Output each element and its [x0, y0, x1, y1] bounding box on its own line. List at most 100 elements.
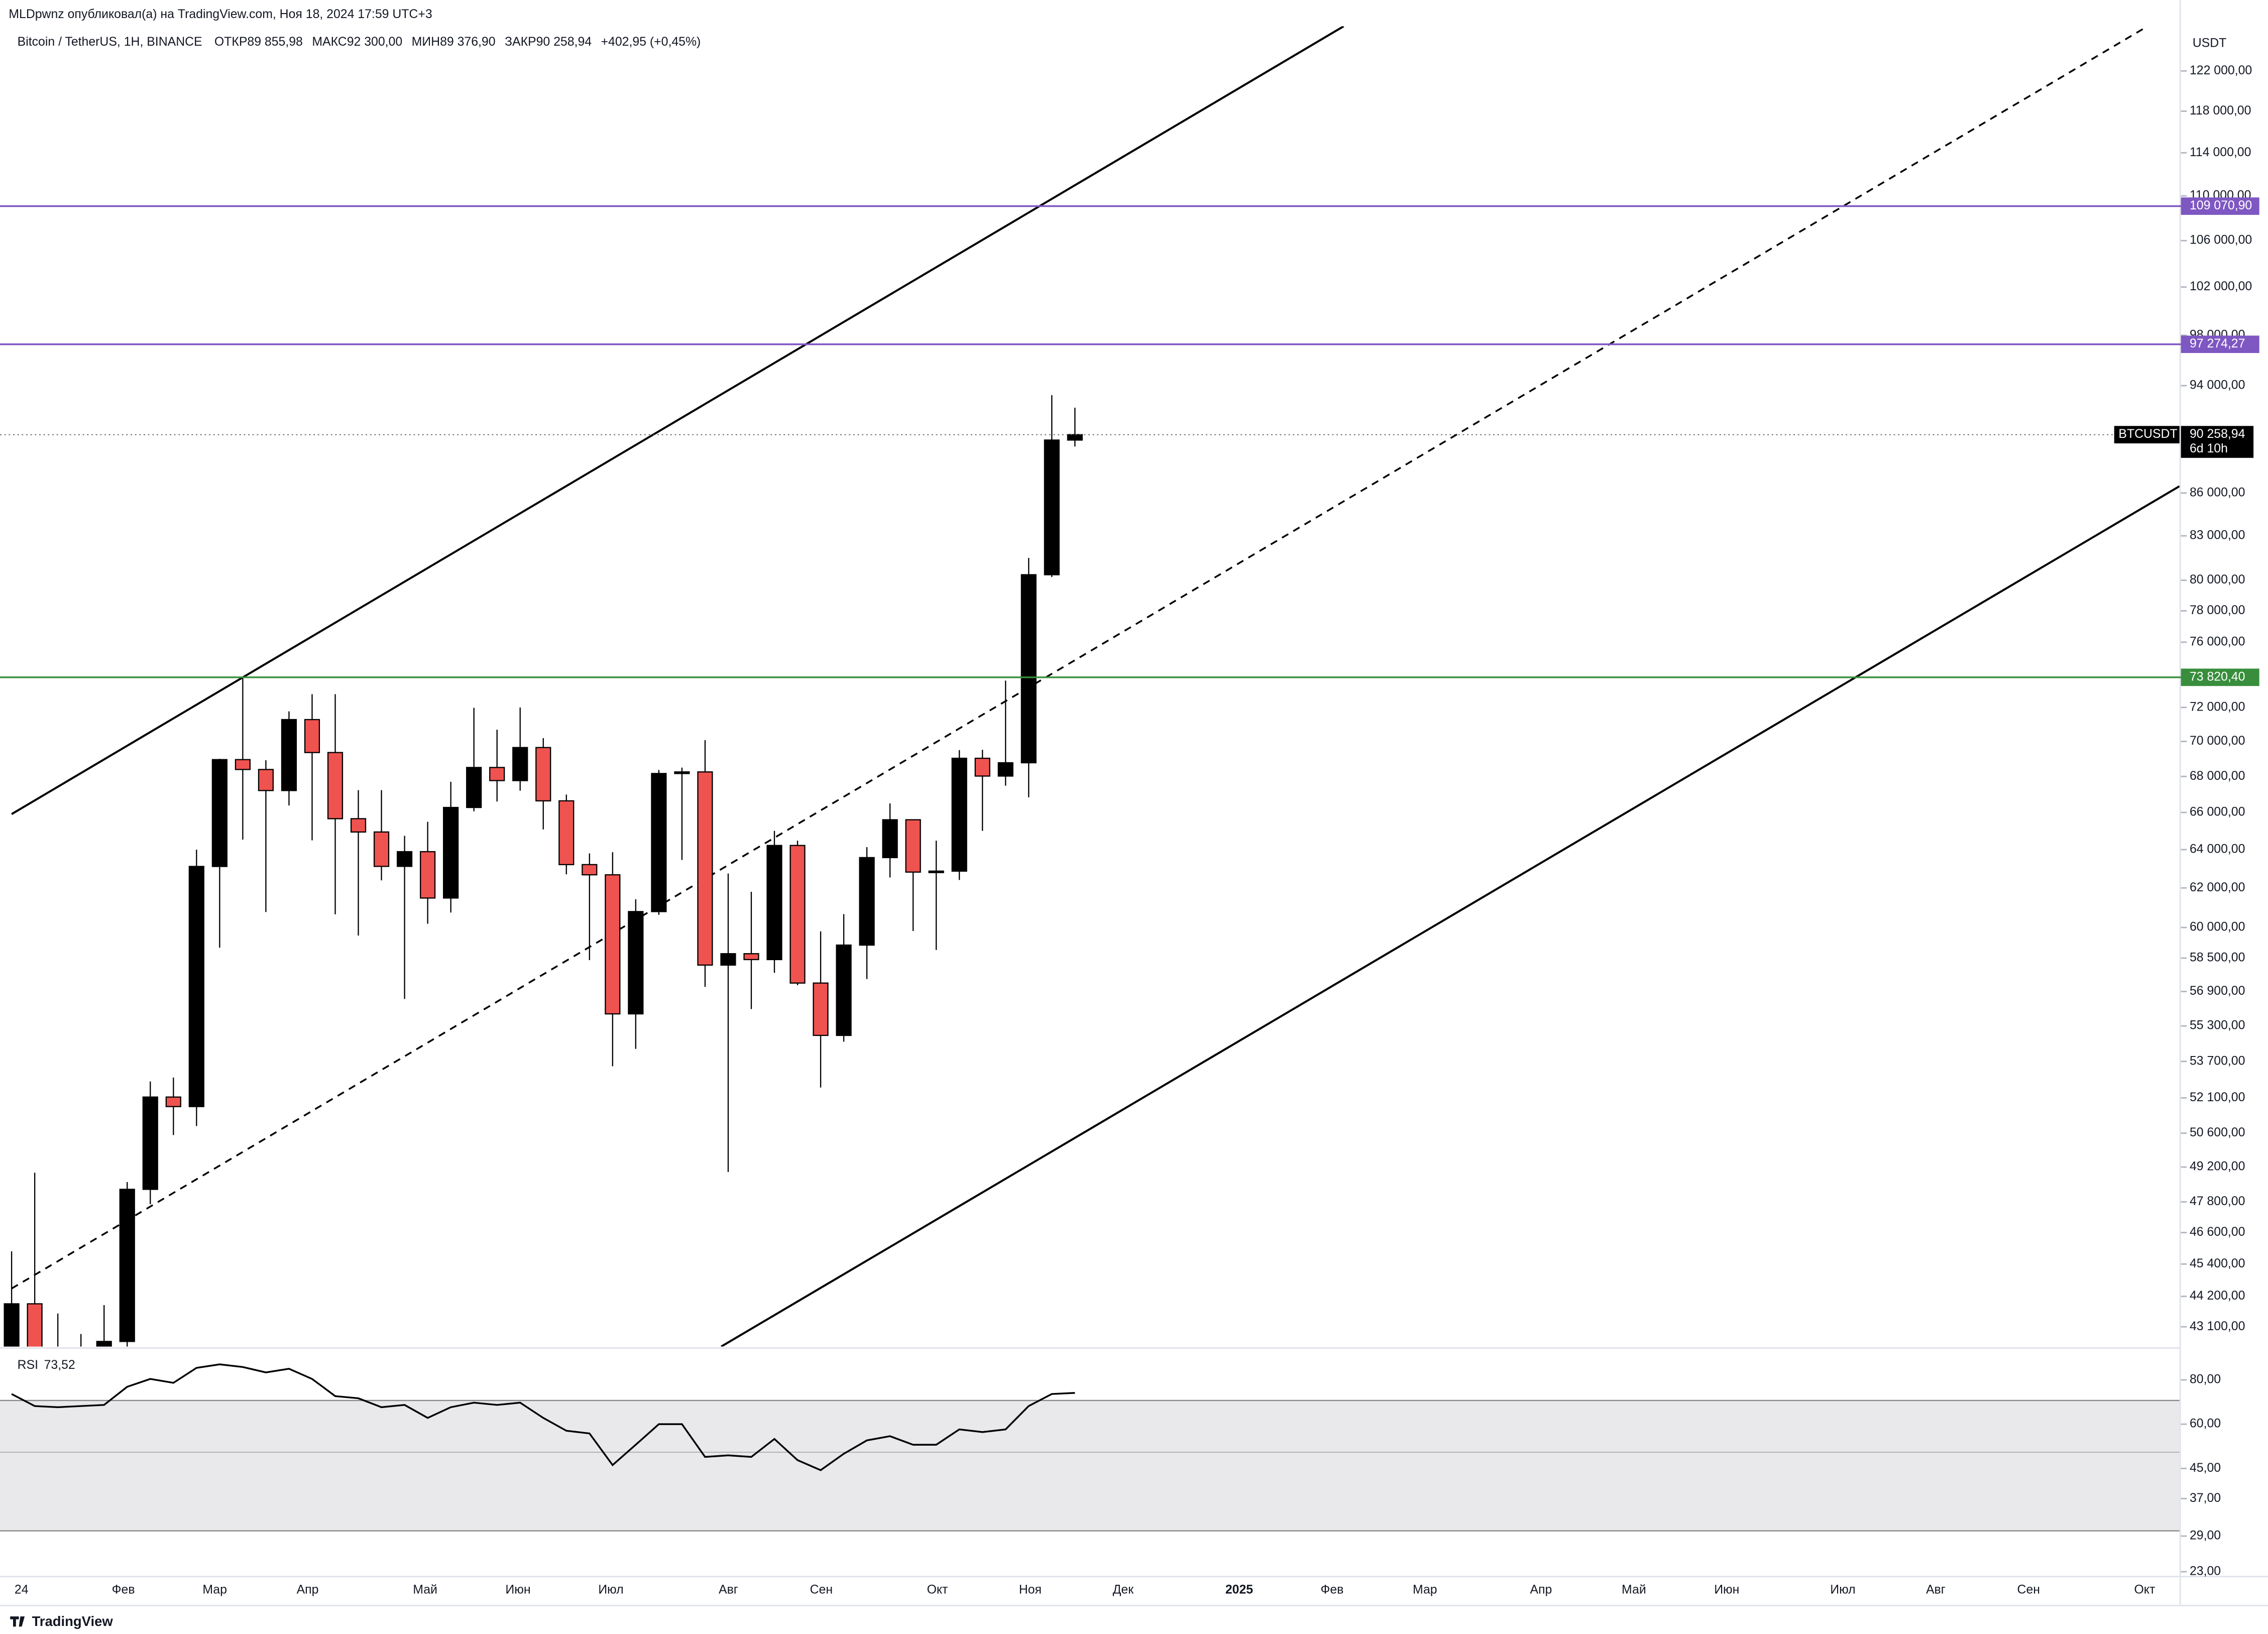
candle-body: [951, 757, 967, 872]
candle-body: [882, 819, 898, 859]
candle-body: [304, 719, 320, 753]
rsi-tick-label: 60,00: [2190, 1417, 2221, 1431]
x-tick-label: Окт: [2134, 1583, 2155, 1597]
x-tick-label: 2025: [1225, 1583, 1253, 1597]
x-tick-label: Авг: [1926, 1583, 1946, 1597]
y-tick-label: 52 100,00: [2190, 1091, 2245, 1104]
rsi-legend: RSI 73,52: [18, 1358, 75, 1372]
candle-body: [512, 747, 528, 781]
x-tick-label: Авг: [719, 1583, 738, 1597]
legend-change: +402,95 (+0,45%): [601, 35, 701, 49]
rsi-name: RSI: [18, 1358, 38, 1372]
x-tick-label: Фев: [1320, 1583, 1343, 1597]
y-tick-label: 45 400,00: [2190, 1257, 2245, 1270]
footer-text: TradingView: [32, 1613, 114, 1629]
y-tick-label: 49 200,00: [2190, 1160, 2245, 1174]
y-tick-label: 102 000,00: [2190, 280, 2252, 293]
y-tick-label: 56 900,00: [2190, 984, 2245, 998]
last-price-label: 90 258,94: [2190, 427, 2245, 441]
candle-body: [905, 819, 921, 873]
x-tick-label: Фев: [112, 1583, 135, 1597]
axis-unit: USDT: [2193, 37, 2227, 50]
y-tick-label: 118 000,00: [2190, 104, 2251, 118]
y-tick-label: 62 000,00: [2190, 881, 2245, 894]
symbol-label-bg: [2114, 426, 2180, 443]
price-label: 97 274,27: [2190, 337, 2245, 351]
candle-body: [142, 1096, 158, 1190]
y-tick-label: 114 000,00: [2190, 146, 2251, 159]
candle-body: [327, 752, 344, 820]
y-tick-label: 70 000,00: [2190, 734, 2245, 748]
y-tick-label: 83 000,00: [2190, 529, 2245, 542]
x-tick-label: Июн: [1714, 1583, 1739, 1597]
candle-body: [628, 911, 644, 1015]
x-tick-label: Дек: [1113, 1583, 1134, 1597]
x-tick-label: Май: [413, 1583, 437, 1597]
candle-body: [119, 1189, 135, 1342]
candle-body: [651, 773, 667, 912]
candle-body: [720, 953, 736, 966]
rsi-band: [0, 1400, 2180, 1531]
x-tick-label: Апр: [297, 1583, 319, 1597]
x-tick-label: Мар: [202, 1583, 227, 1597]
y-tick-label: 66 000,00: [2190, 805, 2245, 819]
legend-value: 89 376,90: [440, 35, 495, 49]
candle-body: [605, 874, 621, 1015]
footer: TradingView: [10, 1613, 113, 1629]
y-tick-label: 76 000,00: [2190, 635, 2245, 648]
candle-body: [466, 767, 482, 808]
price-label: 73 820,40: [2190, 670, 2245, 683]
legend-value: 90 258,94: [536, 35, 592, 49]
rsi-tick-label: 80,00: [2190, 1373, 2221, 1386]
rsi-tick-label: 23,00: [2190, 1565, 2221, 1578]
candle-body: [235, 759, 251, 770]
candle-body: [419, 851, 436, 899]
y-tick-label: 86 000,00: [2190, 486, 2245, 499]
candle-body: [766, 845, 782, 961]
legend-label: МИН: [412, 35, 440, 49]
x-tick-label: Июл: [598, 1583, 623, 1597]
x-tick-label: Сен: [810, 1583, 833, 1597]
candle-body: [1020, 574, 1037, 764]
x-tick-label: Апр: [1530, 1583, 1552, 1597]
y-tick-label: 64 000,00: [2190, 843, 2245, 856]
candle-body: [813, 982, 829, 1036]
header: MLDpwnz опубликовал(а) на TradingView.co…: [9, 8, 432, 21]
y-tick-label: 43 100,00: [2190, 1320, 2245, 1333]
trend-line: [720, 485, 2180, 1347]
candle-body: [582, 864, 598, 876]
candles: [4, 395, 1083, 1347]
legend-value: 92 300,00: [347, 35, 402, 49]
candle-body: [558, 800, 575, 865]
trend-line: [11, 26, 1344, 815]
last-price-bg: [2181, 426, 2254, 458]
rsi-tick-label: 45,00: [2190, 1461, 2221, 1475]
candle-body: [211, 759, 228, 867]
logo: [10, 1616, 25, 1627]
symbol: Bitcoin / TetherUS, 1H, BINANCE: [18, 35, 202, 49]
y-tick-label: 80 000,00: [2190, 573, 2245, 587]
y-tick-label: 46 600,00: [2190, 1225, 2245, 1239]
y-tick-label: 44 200,00: [2190, 1289, 2245, 1303]
y-tick-label: 60 000,00: [2190, 920, 2245, 934]
rsi-value: 73,52: [44, 1358, 75, 1372]
y-tick-label: 53 700,00: [2190, 1054, 2245, 1068]
price-label: 109 070,90: [2190, 199, 2252, 212]
candle-body: [974, 757, 990, 777]
candle-body: [697, 771, 713, 966]
drawings: [11, 26, 2180, 1347]
y-tick-label: 122 000,00: [2190, 64, 2252, 77]
candle-body: [4, 1303, 20, 1347]
legend-label: МАКС: [312, 35, 347, 49]
legend-value: 89 855,98: [247, 35, 302, 49]
y-tick-label: 78 000,00: [2190, 604, 2245, 617]
candle-body: [188, 866, 204, 1107]
candle-body: [258, 769, 274, 791]
x-tick-label: Окт: [927, 1583, 948, 1597]
y-tick-label: 47 800,00: [2190, 1195, 2245, 1208]
candle-body: [674, 771, 690, 774]
candle-body: [489, 767, 505, 781]
rsi-tick-label: 29,00: [2190, 1529, 2221, 1543]
